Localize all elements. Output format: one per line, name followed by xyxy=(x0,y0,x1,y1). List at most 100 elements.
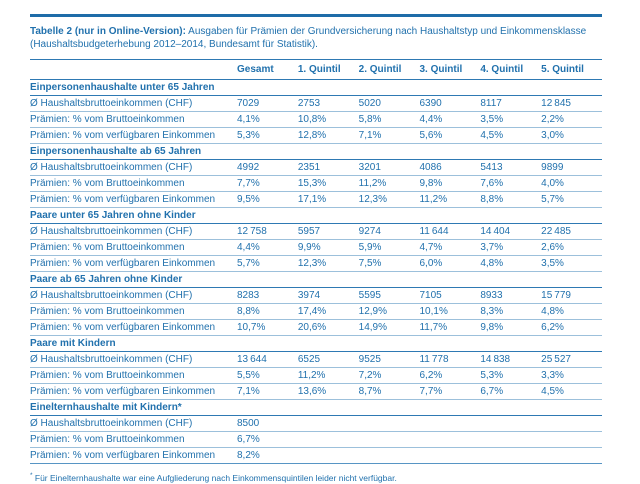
cell-value: 12 758 xyxy=(237,223,298,240)
cell-value: 7,7% xyxy=(237,175,298,192)
cell-value: 3,5% xyxy=(541,255,602,272)
cell-value: 13,6% xyxy=(297,383,359,400)
cell-value: 15 779 xyxy=(541,287,602,304)
row-label: Prämien: % vom verfügbaren Einkommen xyxy=(30,255,237,272)
cell-value: 3974 xyxy=(297,287,359,304)
row-label: Prämien: % vom Bruttoeinkommen xyxy=(30,431,237,448)
cell-value xyxy=(297,447,359,464)
cell-value: 5957 xyxy=(297,223,359,240)
table-row: Prämien: % vom verfügbaren Einkommen 7,1%… xyxy=(30,383,602,400)
cell-value: 4,5% xyxy=(541,383,602,400)
cell-value xyxy=(541,431,602,448)
cell-value: 5,8% xyxy=(358,111,420,128)
cell-value: 17,4% xyxy=(297,303,359,320)
table-row: Prämien: % vom verfügbaren Einkommen 9,5%… xyxy=(30,191,602,208)
row-label: Ø Haushaltsbruttoeinkommen (CHF) xyxy=(30,351,237,368)
row-label: Prämien: % vom verfügbaren Einkommen xyxy=(30,319,237,336)
cell-value xyxy=(480,415,542,432)
cell-value: 14 838 xyxy=(480,351,542,368)
cell-value: 9,9% xyxy=(297,239,359,256)
cell-value xyxy=(297,431,359,448)
cell-value: 6,2% xyxy=(419,367,481,384)
cell-value: 5020 xyxy=(358,95,420,112)
section-title: Paare unter 65 Jahren ohne Kinder xyxy=(30,207,602,224)
cell-value xyxy=(358,431,420,448)
cell-value: 7,2% xyxy=(358,367,420,384)
cell-value: 3,7% xyxy=(480,239,542,256)
cell-value: 7,1% xyxy=(358,127,420,144)
cell-value: 7,6% xyxy=(480,175,542,192)
cell-value: 5,7% xyxy=(237,255,298,272)
cell-value xyxy=(419,447,481,464)
cell-value: 2,6% xyxy=(541,239,602,256)
row-label: Ø Haushaltsbruttoeinkommen (CHF) xyxy=(30,287,237,304)
footnote-marker: * xyxy=(30,472,33,479)
cell-value: 2351 xyxy=(297,159,359,176)
cell-value: 12,8% xyxy=(297,127,359,144)
cell-value: 13 644 xyxy=(237,351,298,368)
cell-value xyxy=(480,447,542,464)
cell-value: 5413 xyxy=(480,159,542,176)
table-row: Ø Haushaltsbruttoeinkommen (CHF) 12 758 59… xyxy=(30,223,602,240)
cell-value: 20,6% xyxy=(297,319,359,336)
row-label: Ø Haushaltsbruttoeinkommen (CHF) xyxy=(30,415,237,432)
cell-value xyxy=(358,415,420,432)
table-row: Ø Haushaltsbruttoeinkommen (CHF) 8283 3974… xyxy=(30,287,602,304)
section-title: Einpersonenhaushalte ab 65 Jahren xyxy=(30,143,602,160)
row-label: Prämien: % vom verfügbaren Einkommen xyxy=(30,383,237,400)
column-header: 1. Quintil xyxy=(297,59,359,80)
cell-value: 11,7% xyxy=(419,319,481,336)
cell-value: 8117 xyxy=(480,95,542,112)
row-label: Prämien: % vom Bruttoeinkommen xyxy=(30,239,237,256)
section-title: Paare mit Kindern xyxy=(30,335,602,352)
cell-value: 12,3% xyxy=(358,191,420,208)
table-row: Prämien: % vom Bruttoeinkommen 5,5% 11,2% 7… xyxy=(30,367,602,384)
row-label: Prämien: % vom Bruttoeinkommen xyxy=(30,303,237,320)
cell-value: 4086 xyxy=(419,159,481,176)
cell-value: 10,7% xyxy=(237,319,298,336)
cell-value xyxy=(541,447,602,464)
table-row: Ø Haushaltsbruttoeinkommen (CHF) 8500 xyxy=(30,415,602,432)
cell-value: 6,0% xyxy=(419,255,481,272)
cell-value: 9,8% xyxy=(419,175,481,192)
table-body: Einpersonenhaushalte unter 65 Jahren Ø Ha… xyxy=(30,79,602,464)
cell-value: 11 644 xyxy=(419,223,481,240)
table-row: Prämien: % vom Bruttoeinkommen 8,8% 17,4% 1… xyxy=(30,303,602,320)
cell-value: 11,2% xyxy=(297,367,359,384)
section-title: Einpersonenhaushalte unter 65 Jahren xyxy=(30,79,602,96)
cell-value: 11 778 xyxy=(419,351,481,368)
cell-value: 5,9% xyxy=(358,239,420,256)
cell-value: 8,2% xyxy=(237,447,298,464)
cell-value: 4,5% xyxy=(480,127,542,144)
cell-value: 17,1% xyxy=(297,191,359,208)
row-label: Ø Haushaltsbruttoeinkommen (CHF) xyxy=(30,223,237,240)
cell-value: 2753 xyxy=(297,95,359,112)
cell-value: 4,4% xyxy=(237,239,298,256)
cell-value: 5,5% xyxy=(237,367,298,384)
top-rule xyxy=(30,14,602,17)
table-row: Prämien: % vom Bruttoeinkommen 6,7% xyxy=(30,431,602,448)
cell-value: 5,3% xyxy=(480,367,542,384)
cell-value: 4,4% xyxy=(419,111,481,128)
caption-title: Tabelle 2 (nur in Online-Version): xyxy=(30,26,186,37)
table-header: Gesamt 1. Quintil 2. Quintil 3. Quintil 4. Q… xyxy=(30,59,602,80)
cell-value: 8,8% xyxy=(237,303,298,320)
cell-value xyxy=(297,415,359,432)
table-row: Ø Haushaltsbruttoeinkommen (CHF) 7029 2753… xyxy=(30,95,602,112)
cell-value: 10,1% xyxy=(419,303,481,320)
cell-value: 6390 xyxy=(419,95,481,112)
cell-value: 3,3% xyxy=(541,367,602,384)
cell-value: 3,5% xyxy=(480,111,542,128)
table-row: Prämien: % vom verfügbaren Einkommen 10,7… xyxy=(30,319,602,336)
footnote-text: Für Einelternhaushalte war eine Aufglied… xyxy=(32,472,397,483)
data-table: Gesamt 1. Quintil 2. Quintil 3. Quintil 4. Q… xyxy=(30,59,602,464)
row-label: Prämien: % vom verfügbaren Einkommen xyxy=(30,447,237,464)
row-label: Prämien: % vom Bruttoeinkommen xyxy=(30,367,237,384)
cell-value: 15,3% xyxy=(297,175,359,192)
cell-value: 9,8% xyxy=(480,319,542,336)
cell-value: 11,2% xyxy=(358,175,420,192)
cell-value: 12,3% xyxy=(297,255,359,272)
cell-value: 4,8% xyxy=(480,255,542,272)
cell-value: 4992 xyxy=(237,159,298,176)
cell-value: 9899 xyxy=(541,159,602,176)
